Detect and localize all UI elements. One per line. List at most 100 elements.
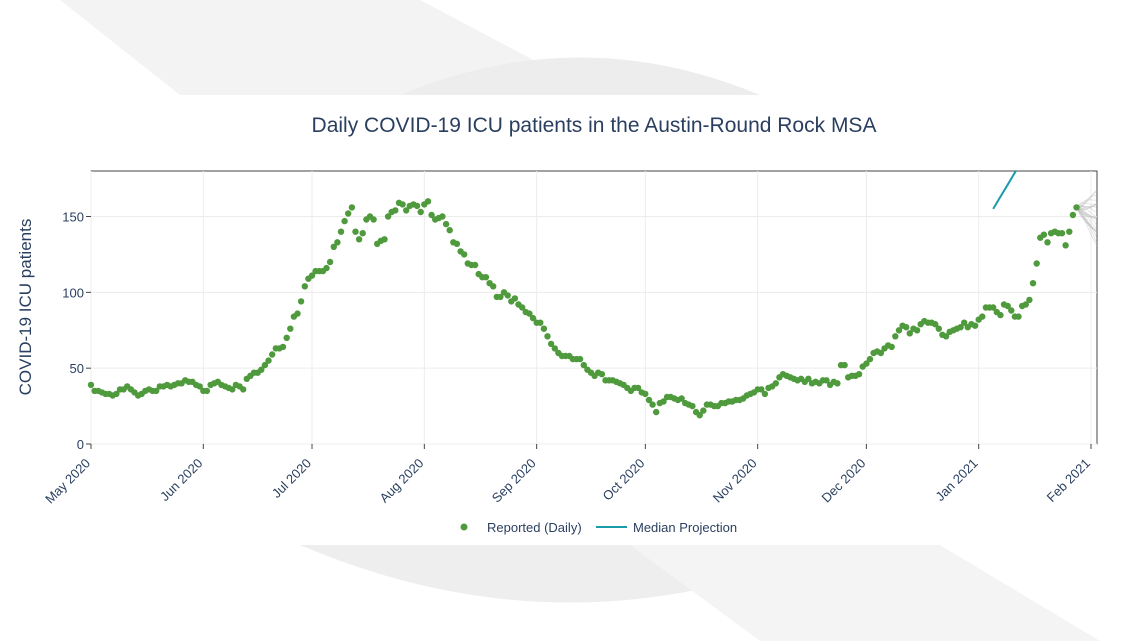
data-point <box>805 375 812 382</box>
data-point <box>297 298 305 305</box>
data-point <box>511 295 519 302</box>
projection-line <box>1076 189 1097 208</box>
data-point <box>261 361 269 369</box>
projection-line <box>1076 207 1097 233</box>
data-point <box>258 366 265 373</box>
data-point <box>490 283 497 290</box>
data-point <box>866 355 874 363</box>
projection-lines <box>1076 189 1097 247</box>
data-point <box>1040 231 1048 238</box>
y-axis-ticks: 0 50 100 150 <box>62 210 91 452</box>
data-point <box>758 386 765 393</box>
plot-area <box>90 170 1098 445</box>
data-point <box>337 228 345 235</box>
data-point <box>453 240 461 247</box>
projection-line <box>1076 199 1097 208</box>
data-point <box>334 239 341 246</box>
data-point <box>971 322 979 329</box>
data-point <box>547 340 555 348</box>
x-tick-label: Aug 2020 <box>376 456 426 506</box>
data-point <box>1044 239 1051 246</box>
projection-line <box>1076 207 1097 222</box>
data-point <box>1058 230 1066 237</box>
legend-marker-reported <box>460 523 468 531</box>
data-point <box>1015 313 1022 320</box>
data-point <box>229 386 236 393</box>
data-point <box>997 311 1004 319</box>
x-tick-label: Jan 2021 <box>932 456 980 504</box>
data-point <box>345 210 352 217</box>
data-point <box>113 390 120 398</box>
projection-line <box>1076 205 1097 214</box>
legend-label-reported: Reported (Daily) <box>487 520 582 535</box>
data-point <box>348 204 356 211</box>
data-point <box>834 380 841 387</box>
x-tick-label: May 2020 <box>42 456 93 507</box>
data-point <box>153 387 160 395</box>
data-point <box>1022 301 1029 308</box>
projection-line <box>1076 205 1097 210</box>
y-tick-label: 100 <box>62 285 84 300</box>
data-point <box>689 402 696 410</box>
data-point <box>540 325 548 332</box>
data-point <box>203 387 211 395</box>
data-point <box>529 314 537 322</box>
data-point <box>649 401 656 408</box>
x-tick-label: Sep 2020 <box>489 456 539 506</box>
data-point <box>877 349 885 357</box>
projection-line <box>1076 195 1097 208</box>
projection-line <box>1076 203 1097 210</box>
data-point <box>504 292 511 299</box>
projection-line <box>1076 206 1097 231</box>
projection-line <box>1076 207 1097 240</box>
legend: Reported (Daily) Median Projection <box>460 520 737 535</box>
legend-label-median: Median Projection <box>633 520 737 535</box>
data-point <box>932 321 939 328</box>
data-point <box>279 343 287 351</box>
data-point <box>341 217 348 225</box>
x-tick-label: Dec 2020 <box>819 456 869 506</box>
projection-line <box>1076 207 1097 219</box>
data-point <box>283 334 290 341</box>
data-point <box>326 258 334 266</box>
data-point <box>645 396 653 404</box>
projection-line <box>1076 207 1097 219</box>
data-point <box>537 319 544 326</box>
x-tick-label: Nov 2020 <box>710 456 760 506</box>
data-point <box>442 220 450 228</box>
data-point <box>446 227 453 234</box>
data-point <box>660 398 667 405</box>
reported-points <box>87 198 1080 419</box>
projection-line <box>1076 202 1097 208</box>
y-tick-label: 150 <box>62 210 84 225</box>
data-point <box>265 357 272 364</box>
median-projection-path <box>992 171 1018 210</box>
data-point <box>1004 302 1011 310</box>
data-point <box>1033 260 1040 267</box>
data-point <box>352 228 359 235</box>
x-tick-label: Oct 2020 <box>600 456 648 504</box>
data-point <box>355 236 363 243</box>
data-point <box>424 198 432 205</box>
data-point <box>196 383 203 390</box>
data-point <box>863 360 870 367</box>
data-point <box>461 251 468 258</box>
data-point <box>888 343 895 351</box>
data-point <box>942 333 950 340</box>
data-point <box>979 313 986 320</box>
data-point <box>761 390 769 398</box>
data-point <box>678 395 685 402</box>
data-point <box>417 208 424 216</box>
data-point <box>1008 307 1015 314</box>
data-point <box>413 202 421 210</box>
data-point <box>903 324 910 331</box>
data-point <box>642 390 649 398</box>
x-axis-ticks: May 2020 Jun 2020 Jul 2020 Aug 2020 Sep 2020… <box>42 444 1093 506</box>
data-point <box>957 324 964 331</box>
data-point <box>990 304 997 311</box>
data-point <box>1073 204 1080 211</box>
data-point <box>913 327 921 334</box>
data-point <box>1069 211 1077 219</box>
projection-line <box>1076 203 1097 208</box>
